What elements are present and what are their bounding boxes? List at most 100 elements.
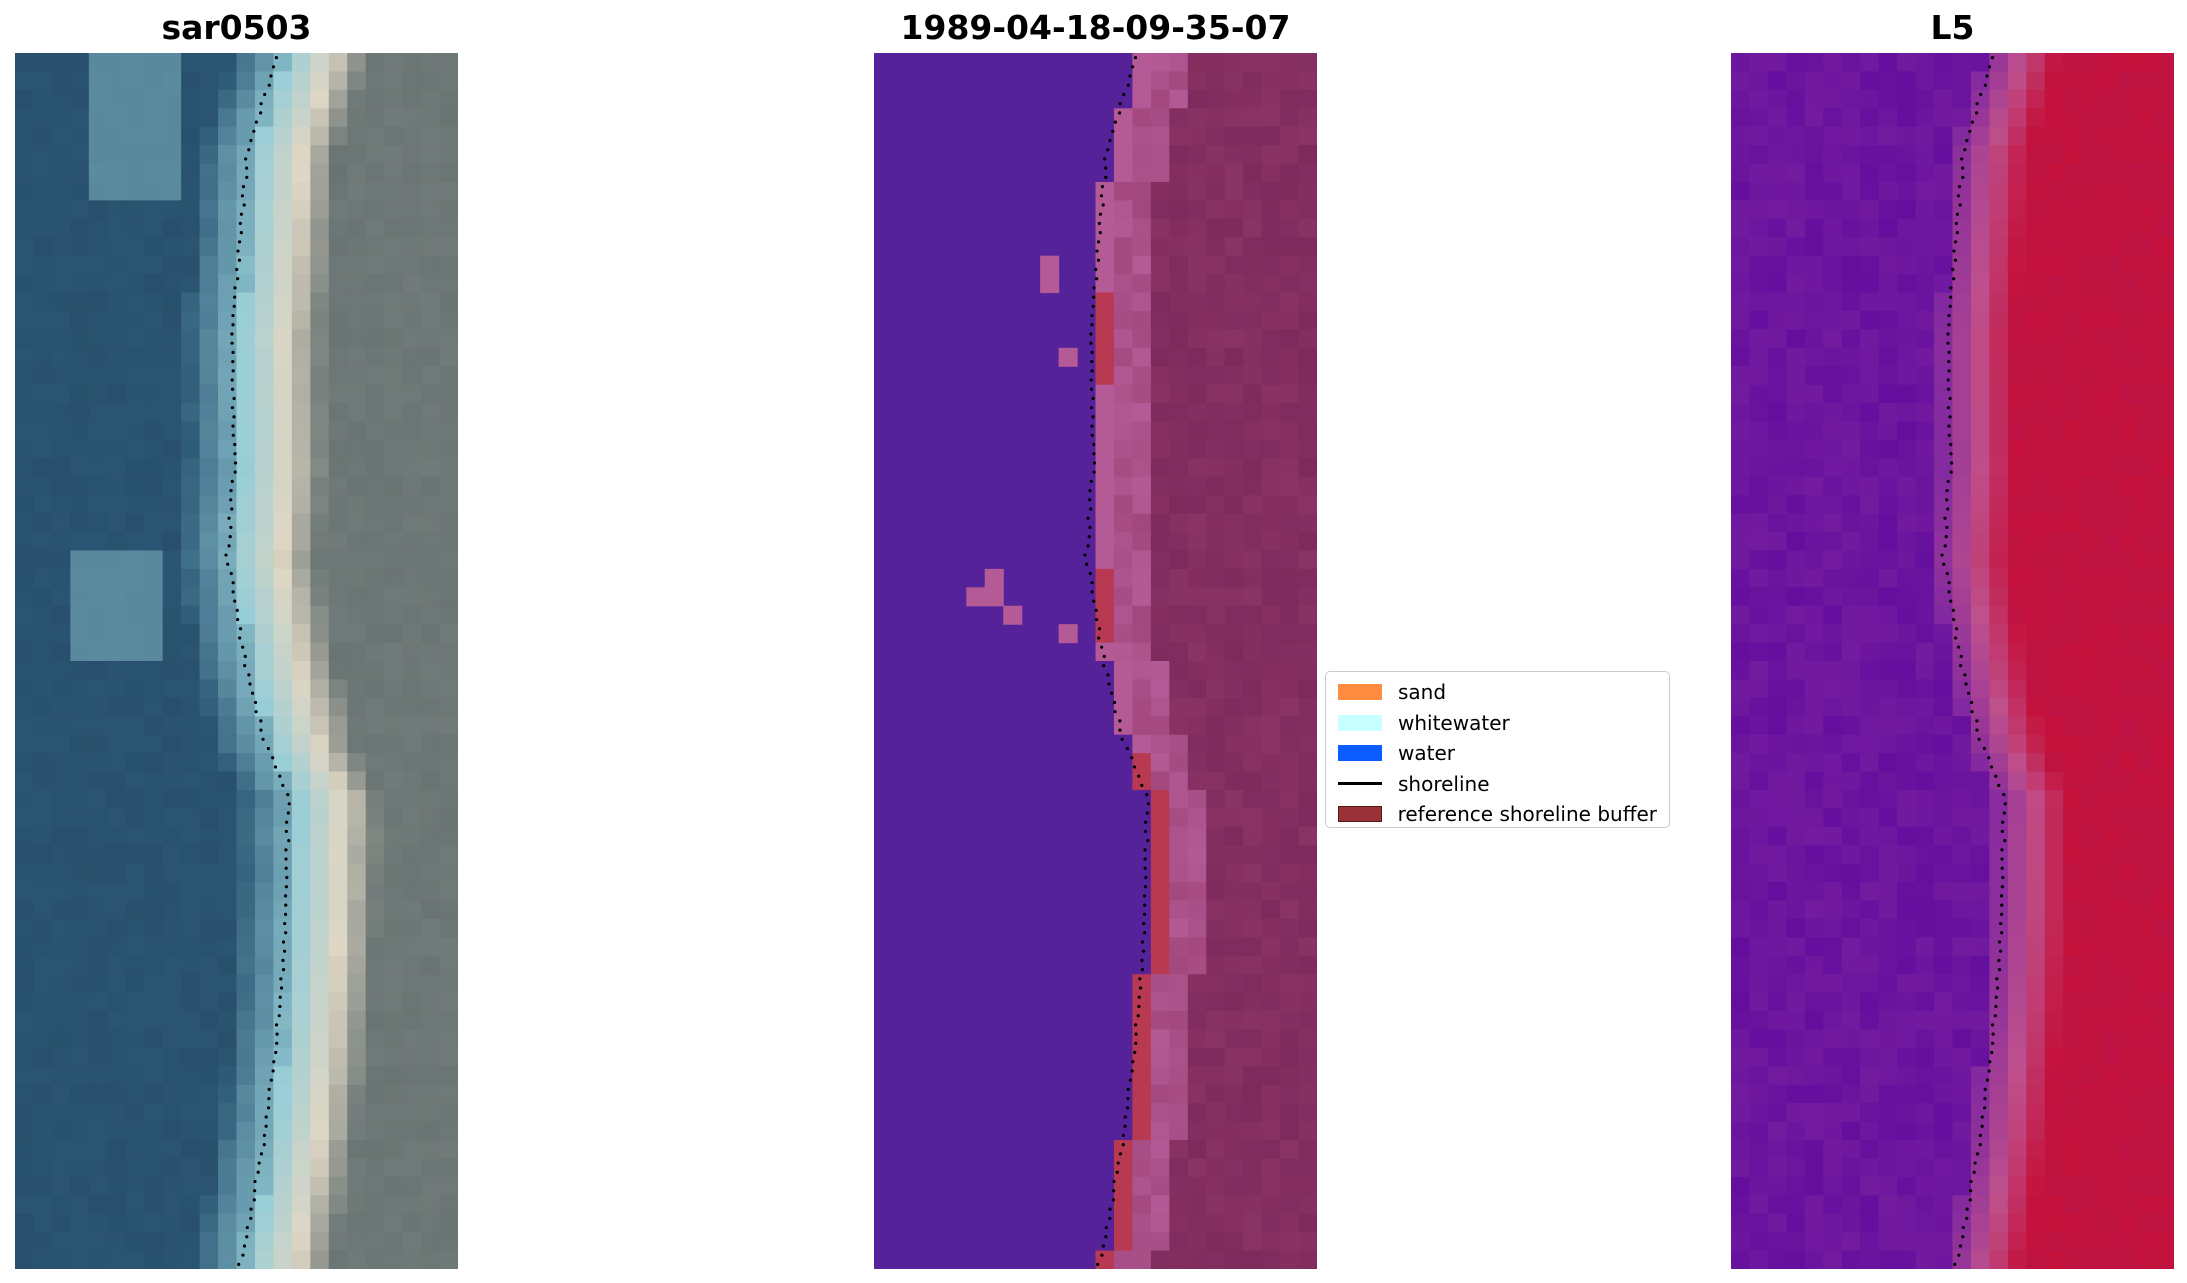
index-pixel	[2044, 218, 2064, 238]
index-pixel	[2137, 974, 2157, 994]
index-pixel	[2026, 863, 2046, 883]
index-pixel	[1860, 826, 1880, 846]
rgb-pixel	[70, 71, 90, 91]
class-pixel	[1224, 734, 1244, 754]
class-pixel	[947, 1103, 967, 1123]
index-pixel	[2118, 108, 2138, 128]
rgb-pixel	[162, 310, 182, 330]
index-pixel	[1878, 71, 1898, 91]
index-pixel	[2063, 384, 2083, 404]
class-pixel	[1095, 734, 1115, 754]
class-pixel	[1132, 274, 1152, 294]
index-pixel	[1767, 53, 1787, 73]
shoreline-point	[1111, 1198, 1115, 1202]
class-pixel	[1206, 753, 1226, 773]
rgb-pixel	[125, 863, 145, 883]
index-pixel	[1749, 918, 1769, 938]
index-pixel	[2007, 310, 2027, 330]
rgb-satellite-image	[15, 53, 458, 1269]
rgb-pixel	[328, 145, 348, 165]
rgb-pixel	[310, 1011, 330, 1031]
class-pixel	[1224, 882, 1244, 902]
class-pixel	[1095, 384, 1115, 404]
index-pixel	[1878, 458, 1898, 478]
index-pixel	[1823, 1195, 1843, 1215]
class-pixel	[910, 200, 930, 220]
rgb-pixel	[291, 679, 311, 699]
rgb-pixel	[384, 992, 404, 1012]
index-pixel	[2007, 108, 2027, 128]
index-pixel	[1731, 550, 1751, 570]
index-pixel	[2063, 108, 2083, 128]
class-pixel	[1058, 679, 1078, 699]
class-pixel	[947, 992, 967, 1012]
index-pixel	[1897, 753, 1917, 773]
rgb-pixel	[347, 1195, 367, 1215]
index-pixel	[1970, 181, 1991, 201]
index-pixel	[2063, 200, 2083, 220]
rgb-pixel	[347, 310, 367, 330]
class-pixel	[1206, 1084, 1226, 1104]
class-pixel	[1040, 181, 1060, 201]
rgb-pixel	[125, 532, 145, 552]
class-pixel	[1113, 789, 1134, 809]
rgb-pixel	[421, 310, 441, 330]
class-pixel	[910, 1084, 930, 1104]
index-pixel	[1841, 71, 1861, 91]
class-pixel	[984, 347, 1004, 367]
rgb-pixel	[107, 1029, 127, 1049]
class-pixel	[1077, 163, 1097, 183]
index-pixel	[1989, 974, 2009, 994]
class-pixel	[984, 992, 1004, 1012]
shoreline-point	[286, 792, 290, 797]
class-pixel	[1298, 642, 1317, 662]
rgb-pixel	[421, 1066, 441, 1086]
index-pixel	[1915, 568, 1935, 588]
index-pixel	[1749, 347, 1769, 367]
index-pixel	[1860, 329, 1880, 349]
index-pixel	[2118, 181, 2138, 201]
index-pixel	[1934, 1232, 1954, 1252]
class-pixel	[892, 974, 912, 994]
shoreline-point	[1134, 1032, 1138, 1036]
rgb-pixel	[328, 476, 348, 496]
class-pixel	[874, 937, 894, 957]
rgb-pixel	[199, 476, 219, 496]
class-pixel	[892, 863, 912, 883]
index-pixel	[1970, 642, 1991, 662]
rgb-pixel	[144, 1195, 164, 1215]
shoreline-point	[1143, 903, 1147, 907]
class-pixel	[1224, 679, 1244, 699]
class-pixel	[929, 697, 949, 717]
class-pixel	[1187, 495, 1207, 515]
index-pixel	[1989, 642, 2009, 662]
class-pixel	[1206, 458, 1226, 478]
class-pixel	[1077, 421, 1097, 441]
class-pixel	[929, 937, 949, 957]
rgb-pixel	[421, 753, 441, 773]
rgb-pixel	[33, 1103, 53, 1123]
rgb-pixel	[421, 679, 441, 699]
rgb-pixel	[218, 1213, 238, 1233]
class-pixel	[1113, 292, 1134, 312]
index-pixel	[2155, 53, 2174, 73]
index-pixel	[2137, 550, 2157, 570]
index-pixel	[1823, 605, 1843, 625]
index-pixel	[1989, 163, 2009, 183]
index-pixel	[1786, 1140, 1806, 1160]
rgb-pixel	[107, 458, 127, 478]
index-pixel	[1749, 882, 1769, 902]
rgb-pixel	[144, 218, 164, 238]
rgb-pixel	[439, 642, 458, 662]
rgb-pixel	[291, 1250, 311, 1269]
rgb-pixel	[347, 274, 367, 294]
index-pixel	[2044, 495, 2064, 515]
rgb-pixel	[439, 753, 458, 773]
shoreline-point	[231, 313, 235, 318]
index-pixel	[1860, 366, 1880, 386]
rgb-pixel	[347, 1029, 367, 1049]
class-pixel	[1150, 1029, 1170, 1049]
class-pixel	[1095, 181, 1115, 201]
class-pixel	[1077, 1066, 1097, 1086]
class-pixel	[1169, 808, 1189, 828]
